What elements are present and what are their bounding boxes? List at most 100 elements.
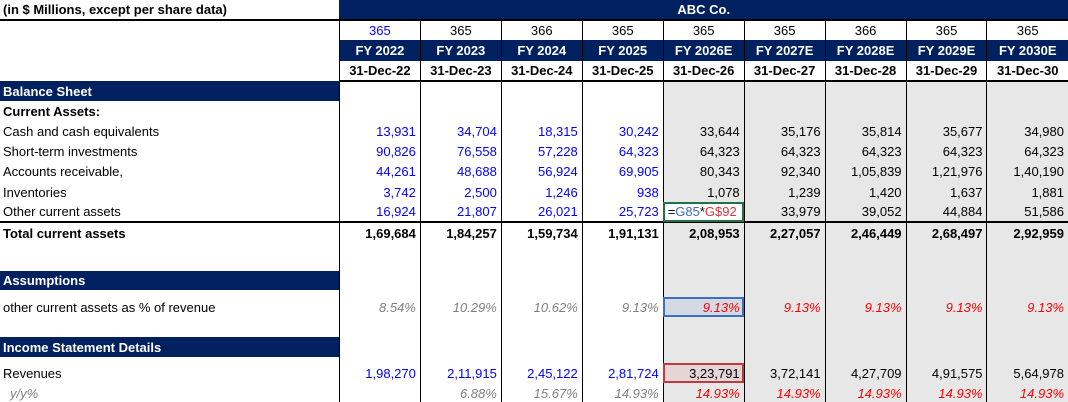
value-cell[interactable] xyxy=(581,243,664,271)
value-cell[interactable] xyxy=(500,243,583,271)
value-cell[interactable] xyxy=(743,243,826,271)
value-cell[interactable]: 64,323 xyxy=(905,141,987,161)
value-cell[interactable] xyxy=(905,317,987,337)
value-cell[interactable] xyxy=(419,81,502,101)
value-cell[interactable]: 10.62% xyxy=(500,297,583,317)
value-cell[interactable]: 33,644 xyxy=(662,121,745,141)
value-cell[interactable]: 30,242 xyxy=(581,121,664,141)
value-cell[interactable]: 1,246 xyxy=(500,182,583,202)
value-cell[interactable] xyxy=(824,271,907,290)
value-cell[interactable]: 14.93% xyxy=(743,383,826,402)
value-cell[interactable] xyxy=(500,357,583,363)
value-cell[interactable] xyxy=(986,81,1068,101)
value-cell[interactable]: 2,68,497 xyxy=(905,221,987,243)
value-cell[interactable]: 1,91,131 xyxy=(581,221,664,243)
value-cell[interactable]: 44,261 xyxy=(338,161,421,182)
value-cell[interactable] xyxy=(500,290,583,297)
value-cell[interactable] xyxy=(581,290,664,297)
value-cell[interactable]: 9.13% xyxy=(662,297,745,317)
value-cell[interactable] xyxy=(500,271,583,290)
value-cell[interactable] xyxy=(338,271,421,290)
blank-label[interactable] xyxy=(0,61,339,81)
value-cell[interactable] xyxy=(743,317,826,337)
value-cell[interactable]: 14.93% xyxy=(662,383,745,402)
value-cell[interactable]: 39,052 xyxy=(824,202,907,222)
value-cell[interactable]: 3,23,791 xyxy=(662,363,745,383)
value-cell[interactable]: 25,723 xyxy=(581,202,664,222)
value-cell[interactable]: 9.13% xyxy=(905,297,987,317)
value-cell[interactable]: 1,40,190 xyxy=(986,161,1068,182)
value-cell[interactable]: 2,27,057 xyxy=(743,221,826,243)
value-cell[interactable]: 2,92,959 xyxy=(986,221,1068,243)
value-cell[interactable] xyxy=(743,81,826,101)
value-cell[interactable]: 26,021 xyxy=(500,202,583,222)
value-cell[interactable]: 2,81,724 xyxy=(581,363,664,383)
value-cell[interactable]: 21,807 xyxy=(419,202,502,222)
value-cell[interactable]: 9.13% xyxy=(824,297,907,317)
value-cell[interactable]: 1,69,684 xyxy=(338,221,421,243)
blank[interactable] xyxy=(0,243,339,271)
blank-label[interactable] xyxy=(0,20,339,40)
value-cell[interactable] xyxy=(419,243,502,271)
value-cell[interactable]: 34,980 xyxy=(986,121,1068,141)
value-cell[interactable] xyxy=(743,337,826,357)
value-cell[interactable] xyxy=(905,81,987,101)
value-cell[interactable]: 1,59,734 xyxy=(500,221,583,243)
value-cell[interactable] xyxy=(662,271,745,290)
value-cell[interactable] xyxy=(905,357,987,363)
value-cell[interactable]: 15.67% xyxy=(500,383,583,402)
value-cell[interactable] xyxy=(824,101,907,121)
value-cell[interactable]: 1,637 xyxy=(905,182,987,202)
value-cell[interactable] xyxy=(338,243,421,271)
value-cell[interactable] xyxy=(581,317,664,337)
days-cell[interactable]: 365 xyxy=(581,20,664,40)
value-cell[interactable] xyxy=(419,317,502,337)
value-cell[interactable] xyxy=(662,337,745,357)
value-cell[interactable] xyxy=(905,337,987,357)
value-cell[interactable] xyxy=(662,357,745,363)
value-cell[interactable]: 1,239 xyxy=(743,182,826,202)
value-cell[interactable] xyxy=(986,317,1068,337)
value-cell[interactable]: 1,881 xyxy=(986,182,1068,202)
value-cell[interactable]: 8.54% xyxy=(338,297,421,317)
value-cell[interactable]: 4,27,709 xyxy=(824,363,907,383)
value-cell[interactable] xyxy=(905,271,987,290)
value-cell[interactable]: 56,924 xyxy=(500,161,583,182)
value-cell[interactable]: 64,323 xyxy=(743,141,826,161)
value-cell[interactable] xyxy=(986,271,1068,290)
days-cell[interactable]: 365 xyxy=(338,20,421,40)
value-cell[interactable]: 2,08,953 xyxy=(662,221,745,243)
value-cell[interactable]: 44,884 xyxy=(905,202,987,222)
days-cell[interactable]: 365 xyxy=(986,20,1068,40)
value-cell[interactable] xyxy=(662,81,745,101)
value-cell[interactable] xyxy=(500,101,583,121)
value-cell[interactable] xyxy=(662,290,745,297)
value-cell[interactable]: 2,46,449 xyxy=(824,221,907,243)
value-cell[interactable]: 1,078 xyxy=(662,182,745,202)
value-cell[interactable] xyxy=(581,271,664,290)
value-cell[interactable] xyxy=(581,337,664,357)
blank-label[interactable] xyxy=(0,40,339,61)
value-cell[interactable]: 14.93% xyxy=(905,383,987,402)
value-cell[interactable] xyxy=(824,357,907,363)
value-cell[interactable]: 14.93% xyxy=(986,383,1068,402)
days-cell[interactable]: 365 xyxy=(662,20,745,40)
value-cell[interactable] xyxy=(986,243,1068,271)
value-cell[interactable]: 16,924 xyxy=(338,202,421,222)
value-cell[interactable]: 10.29% xyxy=(419,297,502,317)
value-cell[interactable]: 1,05,839 xyxy=(824,161,907,182)
value-cell[interactable] xyxy=(905,243,987,271)
value-cell[interactable]: 18,315 xyxy=(500,121,583,141)
value-cell[interactable]: 1,98,270 xyxy=(338,363,421,383)
value-cell[interactable]: 14.93% xyxy=(581,383,664,402)
blank[interactable] xyxy=(0,317,339,337)
value-cell[interactable]: 64,323 xyxy=(662,141,745,161)
value-cell[interactable]: 33,979 xyxy=(743,202,826,222)
value-cell[interactable]: 5,64,978 xyxy=(986,363,1068,383)
value-cell[interactable] xyxy=(743,101,826,121)
value-cell[interactable]: 3,72,141 xyxy=(743,363,826,383)
value-cell[interactable]: 4,91,575 xyxy=(905,363,987,383)
value-cell[interactable] xyxy=(824,243,907,271)
value-cell[interactable]: 64,323 xyxy=(986,141,1068,161)
blank[interactable] xyxy=(0,290,339,297)
